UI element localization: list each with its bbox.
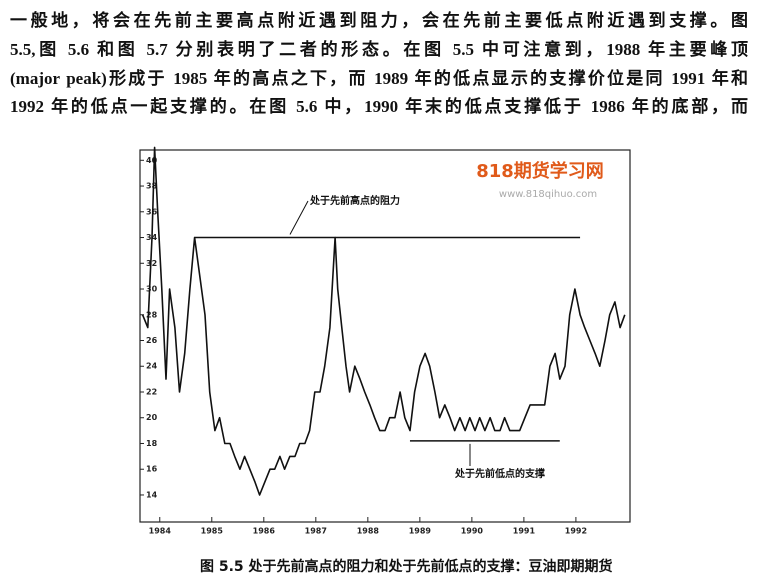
x-tick-label: 1990 [461, 527, 484, 536]
x-tick-label: 1992 [565, 527, 587, 536]
y-tick-label: 40 [146, 156, 158, 165]
text-line: 5.5,图 5.6 和图 5.7 分别表明了二者的形态。在图 5.5 中可注意到… [10, 40, 748, 59]
price-line [141, 146, 626, 496]
y-tick-label: 28 [146, 310, 158, 319]
y-tick-label: 36 [146, 207, 158, 216]
y-tick-label: 38 [146, 182, 158, 191]
x-tick-label: 1984 [149, 527, 172, 536]
watermark-url: www.818qihuo.com [499, 189, 597, 200]
x-tick-label: 1989 [409, 527, 432, 536]
text-line: (major peak)形成于 1985 年的高点之下，而 1989 年的低点显… [10, 69, 748, 88]
annotation: 处于先前高点的阻力 [309, 194, 400, 207]
x-tick-label: 1986 [253, 527, 276, 536]
y-tick-label: 22 [146, 387, 157, 396]
annotation-arrow [289, 200, 309, 235]
y-tick-label: 24 [146, 362, 158, 371]
x-tick-label: 1988 [357, 527, 380, 536]
text-line: 1992 年的低点一起支撑的。在图 5.6 中，1990 年末的低点支撑低于 1… [10, 97, 748, 116]
y-tick-label: 14 [146, 490, 158, 499]
text-line: 一般地，将会在先前主要高点附近遇到阻力，会在先前主要低点附近遇到支撑。图 [10, 11, 748, 30]
x-tick-label: 1985 [201, 527, 224, 536]
y-tick-label: 16 [146, 465, 158, 474]
annotation: 处于先前低点的支撑 [454, 467, 545, 480]
watermark: 818期货学习网 [476, 160, 604, 182]
x-tick-label: 1991 [513, 527, 536, 536]
y-tick-label: 26 [146, 336, 158, 345]
plot-frame [139, 149, 631, 523]
y-tick-label: 30 [146, 285, 158, 294]
y-tick-label: 20 [146, 413, 158, 422]
x-tick-label: 1987 [305, 527, 327, 536]
y-tick-label: 18 [146, 439, 158, 448]
caption: 图 5.5 处于先前高点的阻力和处于先前低点的支撑：豆油即期期货 [200, 559, 613, 575]
